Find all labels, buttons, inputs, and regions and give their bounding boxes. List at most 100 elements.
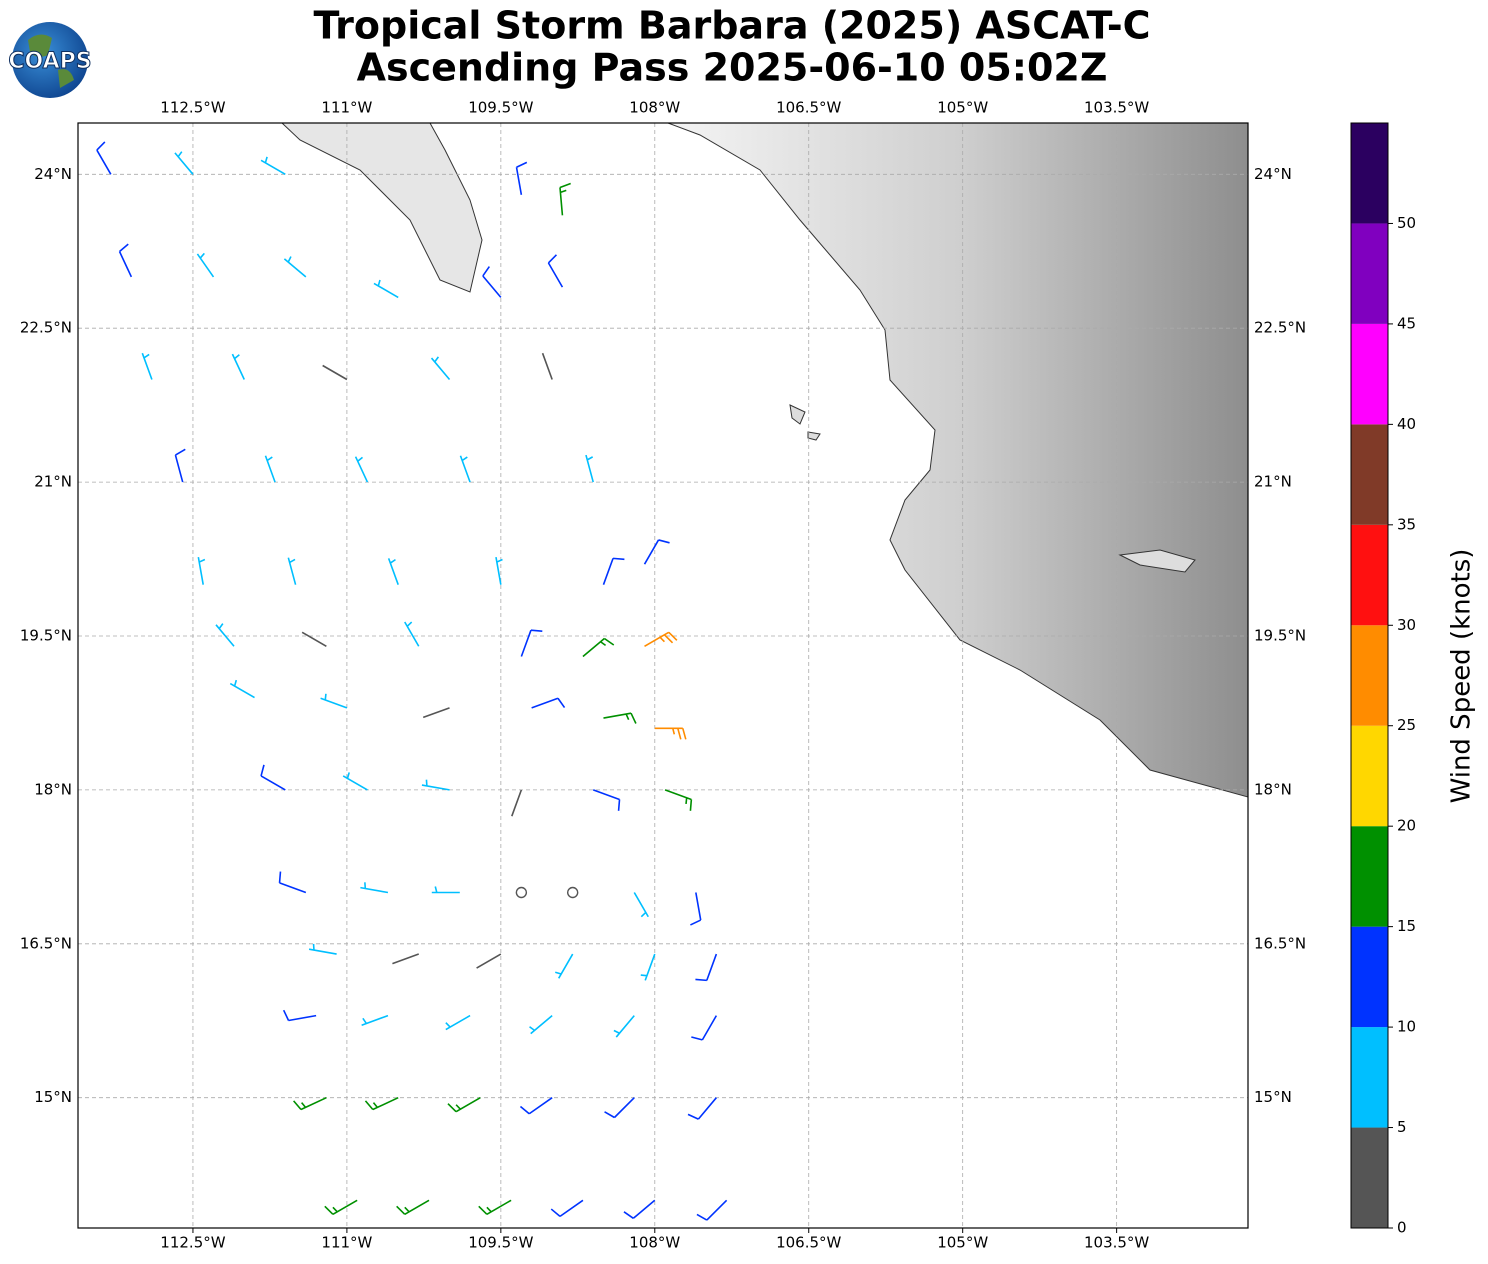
colorbar-segment [1351,524,1388,626]
wind-barb [283,256,307,278]
wind-barb [547,254,564,288]
colorbar-tick-label: 45 [1397,314,1416,332]
y-tick-label: 24°N [34,165,72,183]
wind-barb [361,1014,389,1026]
colorbar-tick-label: 10 [1397,1018,1416,1036]
wind-barb [197,556,206,585]
wind-barb [118,243,133,278]
colorbar-segment [1351,123,1388,224]
wind-barb [360,882,389,894]
wind-barb [592,789,621,811]
data-layer [78,123,1248,1228]
x-tick-label: 111°W [321,1234,372,1252]
wind-barb [644,631,678,647]
wind-barb [387,558,399,585]
wind-barb [392,953,420,965]
wind-barb [495,556,503,585]
y-tick-label: 22.5°N [20,319,72,337]
wind-barb [324,1199,358,1215]
calm-marker [515,886,528,899]
wind-barb [690,892,702,926]
wind-barb [447,1097,481,1113]
wind-barb [603,712,637,724]
wind-barb [604,1097,635,1119]
y-tick-label-right: 15°N [1254,1088,1292,1106]
colorbar: 0 5 10 15 20 25 30 35 40 45 50 [1350,122,1416,1237]
logo-land [28,34,74,88]
wind-barb [602,557,625,585]
wind-barb [478,1199,512,1215]
colorbar-segment [1351,223,1388,324]
map-area [77,122,1249,1229]
colorbar-tick-label: 0 [1397,1219,1407,1237]
wind-barb [287,557,297,585]
wind-barb [215,623,235,647]
wind-barb [695,953,718,982]
chart-title: Tropical Storm Barbara (2025) ASCAT-C [313,4,1150,48]
wind-barb [476,953,502,969]
colorbar-label: Wind Speed (knots) [1447,549,1477,804]
map-frame [77,122,1249,1229]
wind-barb [301,631,327,647]
colorbar-tick-label: 40 [1397,415,1416,433]
colorbar-frame [1350,122,1389,1229]
wind-barb [396,1199,430,1215]
wind-barb [354,456,369,483]
y-tick-label: 21°N [34,473,72,491]
colorbar-segment [1351,424,1388,525]
wind-barb [229,679,255,699]
mainland [667,123,1248,798]
x-tick-label-top: 108°W [629,99,680,117]
colorbar-tick-label: 35 [1397,515,1416,533]
wind-barb [511,789,523,817]
wind-barb [515,161,528,195]
wind-barb [96,141,112,175]
wind-barb [231,353,245,380]
wind-barb [308,943,337,955]
wind-barb [404,621,420,647]
wind-barb [459,455,471,483]
colorbar-segment [1351,1027,1388,1128]
wind-barb [559,182,571,216]
colorbar-segment [1351,725,1388,827]
y-tick-label: 15°N [34,1088,72,1106]
logo-text: COAPS [8,49,91,74]
y-tick-label-right: 16.5°N [1254,934,1306,952]
y-tick-label: 19.5°N [20,626,72,644]
wind-barb [582,637,615,658]
colorbar-segment [1351,826,1388,927]
wind-barb [421,779,450,791]
y-tick-label-right: 22.5°N [1254,319,1306,337]
x-tick-label-top: 111°W [321,99,372,117]
wind-barb [585,454,594,483]
y-tick-label-right: 21°N [1254,473,1292,491]
calm-marker [566,886,579,899]
x-tick-label-top: 112.5°W [160,99,225,117]
wind-barb [141,352,153,380]
wind-barb [322,364,348,381]
y-tick-label-right: 19.5°N [1254,626,1306,644]
wind-barb [654,727,687,740]
colorbar-segment [1351,625,1388,726]
colorbar-segment [1351,323,1388,425]
wind-barb [664,789,693,811]
wind-barb [278,871,307,894]
wind-barb [541,352,553,380]
wind-barb [691,1015,718,1041]
wind-barb [623,1199,656,1219]
x-tick-label: 106.5°W [776,1234,841,1252]
colorbar-segment [1351,1127,1388,1228]
wind-barb [519,1097,553,1115]
wind-barb [696,1199,728,1221]
wind-barb [613,1015,635,1038]
y-tick-label-right: 24°N [1254,165,1292,183]
wind-barb [264,455,276,483]
wind-barb [342,772,368,791]
colorbar-tick-label: 25 [1397,716,1416,734]
y-tick-label-right: 18°N [1254,780,1292,798]
wind-barb [640,953,656,981]
baja-peninsula [281,123,483,293]
wind-barb [482,266,502,298]
wind-barb [174,151,194,175]
